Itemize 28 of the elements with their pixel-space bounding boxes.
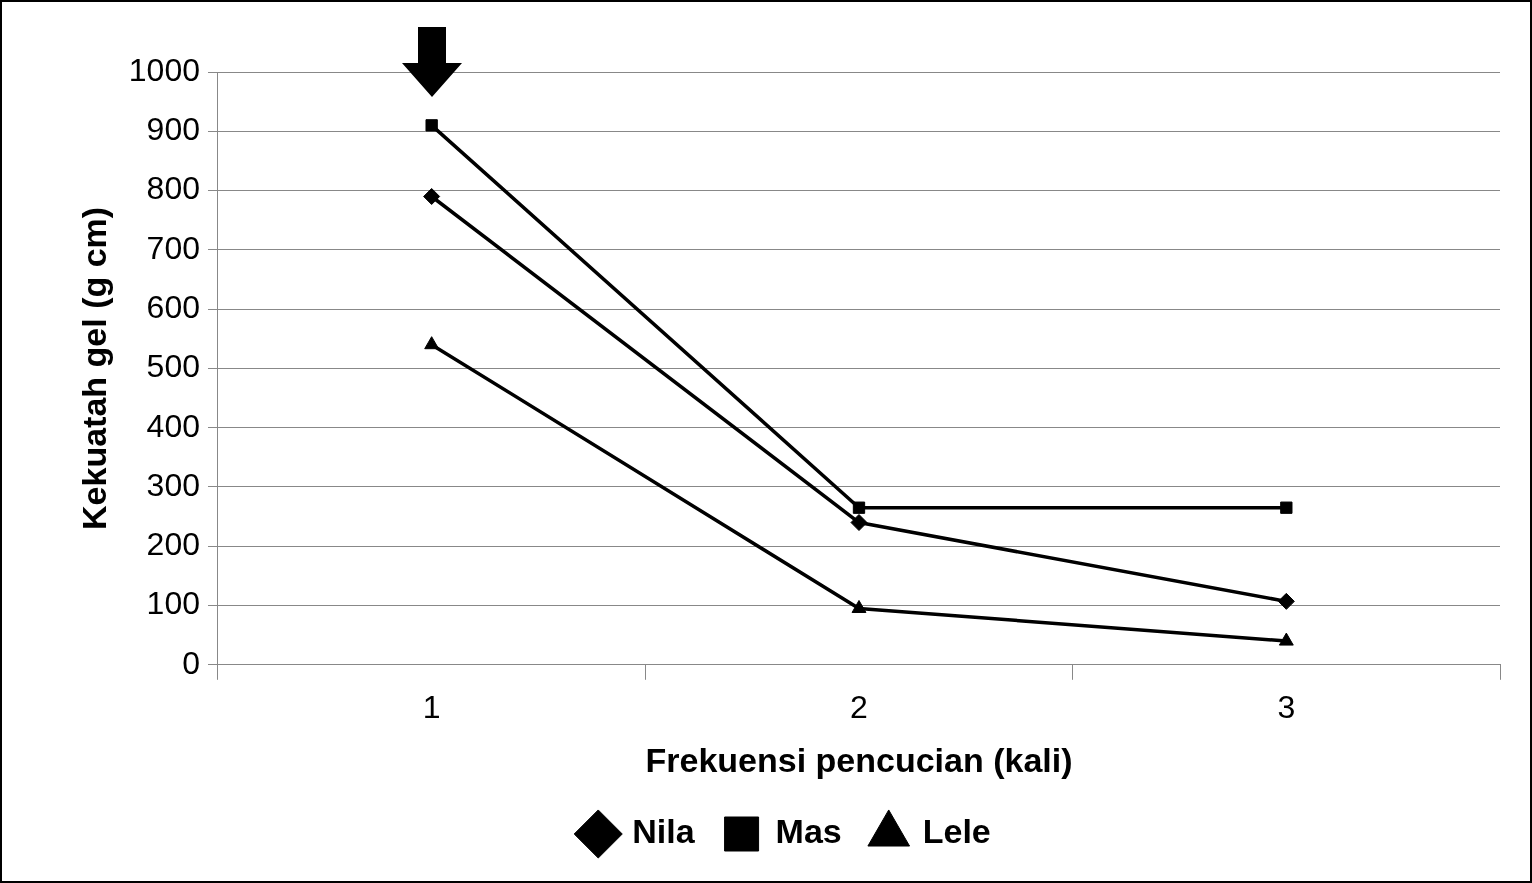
y-tick-label: 0 [182,644,200,681]
y-tick-label: 200 [146,526,200,563]
legend-label: Mas [775,812,842,851]
x-tick-label: 1 [422,688,441,725]
y-tick-label: 100 [146,585,200,622]
x-axis-title: Frekuensi pencucian (kali) [645,740,1073,779]
point [425,119,438,132]
point [1277,592,1295,610]
y-tick-label: 800 [146,170,200,207]
x-tick-label: 3 [1277,688,1296,725]
x-tick-label: 2 [850,688,868,725]
y-tick-label: 1000 [128,51,200,88]
y-tick-label: 400 [146,407,200,444]
point [423,187,441,205]
point [1278,632,1294,646]
y-tick-label: 500 [146,348,200,385]
y-tick-label: 900 [146,111,200,148]
point [851,599,867,613]
y-tick-label: 600 [146,288,200,325]
point [1280,501,1293,514]
y-tick-label: 700 [146,229,200,266]
point [852,501,866,514]
legend-label: Lele [922,812,991,851]
point [424,336,440,350]
legend-label: Nila [632,812,696,851]
y-axis-title: Kekuatah gel (g cm) [74,206,113,530]
y-tick-label: 300 [146,466,200,503]
point [850,514,868,532]
